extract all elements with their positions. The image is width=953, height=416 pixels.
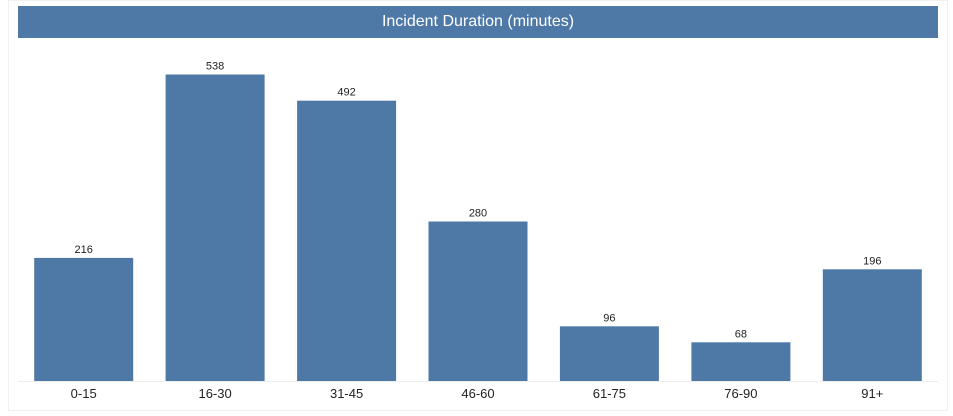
value-label-31-45: 492 xyxy=(337,87,355,99)
value-label-46-60: 280 xyxy=(469,208,487,220)
bar-31-45 xyxy=(297,100,397,381)
bar-16-30 xyxy=(165,74,265,381)
bars-group xyxy=(34,74,922,381)
bar-91+ xyxy=(822,269,922,381)
value-label-91+: 196 xyxy=(863,255,881,267)
value-label-16-30: 538 xyxy=(206,61,224,73)
x-tick-label-46-60: 46-60 xyxy=(461,386,494,401)
chart-title: Incident Duration (minutes) xyxy=(18,6,938,38)
bar-0-15 xyxy=(34,257,134,381)
x-tick-label-0-15: 0-15 xyxy=(71,386,97,401)
value-label-0-15: 216 xyxy=(75,244,93,256)
x-tick-label-31-45: 31-45 xyxy=(330,386,363,401)
value-label-61-75: 96 xyxy=(603,312,615,324)
x-tick-label-91+: 91+ xyxy=(861,386,883,401)
x-tick-label-61-75: 61-75 xyxy=(593,386,626,401)
bar-76-90 xyxy=(691,342,791,381)
x-tick-label-76-90: 76-90 xyxy=(724,386,757,401)
value-labels-group: 216 538 492 280 96 68 196 xyxy=(75,61,882,341)
x-tick-labels-group: 0-15 16-30 31-45 46-60 61-75 76-90 91+ xyxy=(71,386,884,401)
chart-frame xyxy=(8,0,948,411)
bar-46-60 xyxy=(428,221,528,381)
bar-61-75 xyxy=(559,326,659,381)
value-label-76-90: 68 xyxy=(735,328,747,340)
x-tick-label-16-30: 16-30 xyxy=(198,386,231,401)
